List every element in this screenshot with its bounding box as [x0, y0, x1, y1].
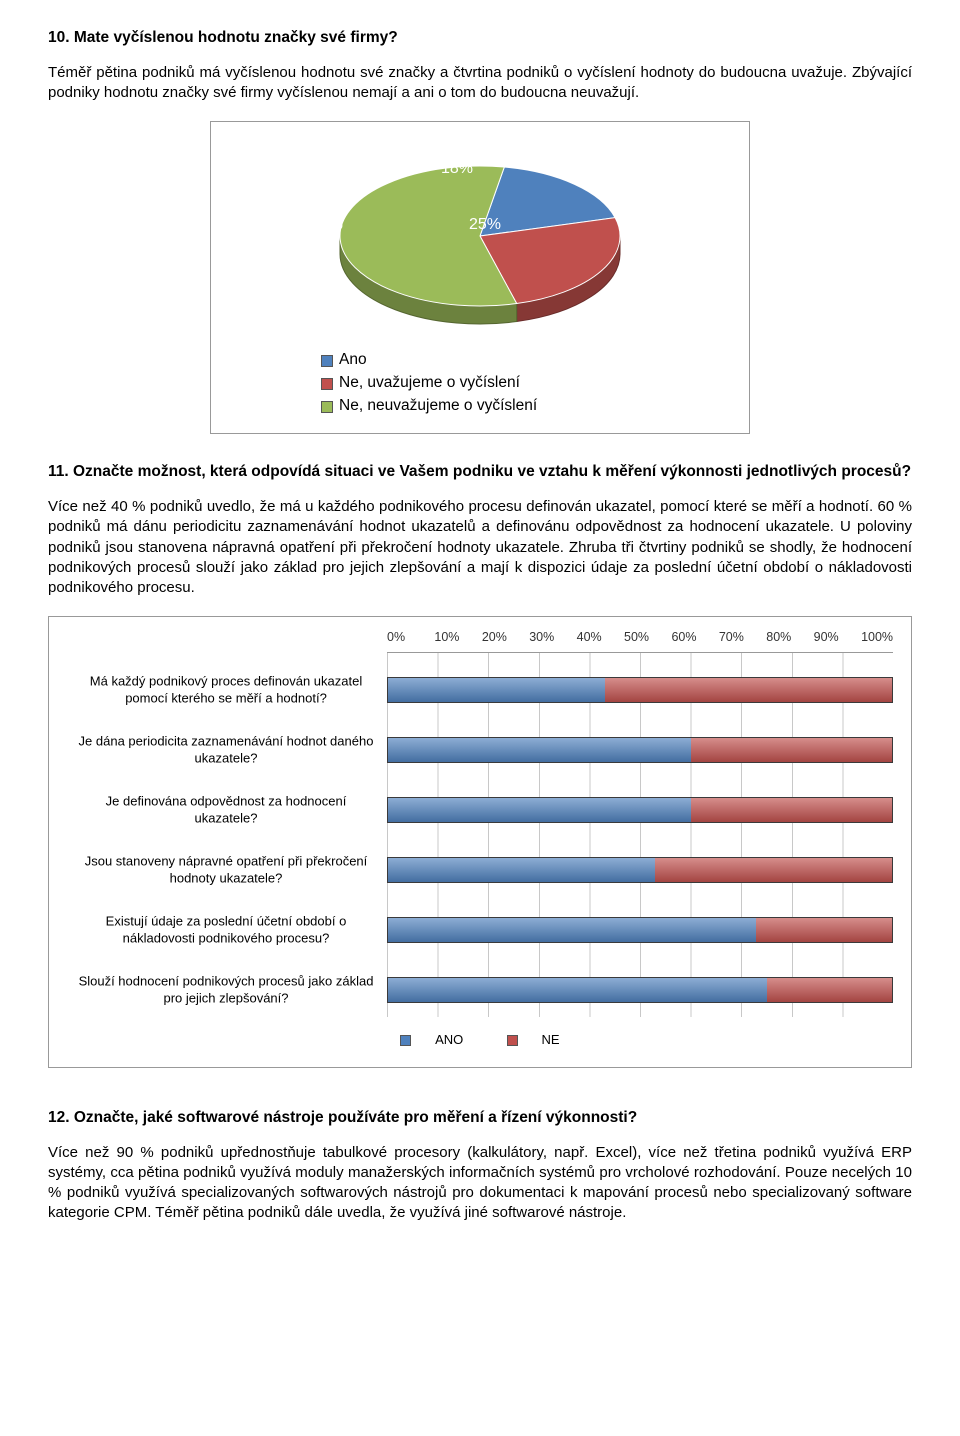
bar-segment-ne [605, 677, 893, 703]
legend-swatch-1 [321, 378, 333, 390]
bar-track [387, 977, 893, 1003]
bar-track [387, 857, 893, 883]
axis-tick: 30% [529, 629, 576, 646]
section-12-paragraph: Více než 90 % podniků upřednostňuje tabu… [48, 1143, 912, 1224]
bar-track [387, 737, 893, 763]
bar-segment-ne [655, 857, 893, 883]
section-11-heading: 11. Označte možnost, která odpovídá situ… [48, 462, 912, 483]
axis-tick: 40% [577, 629, 624, 646]
bar-row: Má každý podnikový proces definován ukaz… [387, 663, 893, 717]
bar-row: Existují údaje za poslední účetní období… [387, 903, 893, 957]
axis-tick: 100% [861, 629, 893, 646]
axis-tick: 80% [766, 629, 813, 646]
legend-item-2: Ne, neuvažujeme o vyčíslení [321, 396, 729, 417]
bar-row: Slouží hodnocení podnikových procesů jak… [387, 963, 893, 1017]
bar-track [387, 677, 893, 703]
section-12-heading: 12. Označte, jaké softwarové nástroje po… [48, 1108, 912, 1129]
legend-label-1: Ne, uvažujeme o vyčíslení [339, 373, 520, 394]
pie-label-1: 25% [469, 214, 501, 236]
axis-tick: 70% [719, 629, 766, 646]
bar-plot: Má každý podnikový proces definován ukaz… [387, 652, 893, 1017]
bar-row-label: Slouží hodnocení podnikových procesů jak… [77, 974, 387, 1007]
bar-row: Jsou stanoveny nápravné opatření při pře… [387, 843, 893, 897]
bar-axis: 0%10%20%30%40%50%60%70%80%90%100% [387, 629, 893, 646]
legend-swatch-0 [321, 355, 333, 367]
bar-row-label: Je dána periodicita zaznamenávání hodnot… [77, 734, 387, 767]
bar-segment-ano [387, 977, 767, 1003]
bar-segment-ne [691, 737, 893, 763]
bar-legend-label-ano: ANO [435, 1032, 463, 1047]
bar-segment-ano [387, 917, 756, 943]
axis-tick: 20% [482, 629, 529, 646]
bar-segment-ne [756, 917, 893, 943]
bar-row: Je definována odpovědnost za hodnocení u… [387, 783, 893, 837]
legend-item-0: Ano [321, 350, 729, 371]
section-10-heading: 10. Mate vyčíslenou hodnotu značky své f… [48, 28, 912, 49]
pie-chart: 18% 25% 57% [231, 136, 729, 346]
legend-item-1: Ne, uvažujeme o vyčíslení [321, 373, 729, 394]
pie-label-0: 18% [441, 158, 473, 180]
legend-label-2: Ne, neuvažujeme o vyčíslení [339, 396, 537, 417]
pie-legend: Ano Ne, uvažujeme o vyčíslení Ne, neuvaž… [321, 350, 729, 417]
bar-segment-ne [767, 977, 894, 1003]
axis-tick: 10% [434, 629, 481, 646]
pie-label-2: 57% [311, 214, 343, 236]
bar-segment-ano [387, 737, 691, 763]
bar-segment-ano [387, 677, 605, 703]
pie-chart-container: 18% 25% 57% Ano Ne, uvažujeme o vyčíslen… [210, 121, 750, 434]
bar-legend-label-ne: NE [541, 1032, 559, 1047]
legend-label-0: Ano [339, 350, 367, 371]
bar-legend-ne: NE [497, 1032, 570, 1047]
bar-chart-container: 0%10%20%30%40%50%60%70%80%90%100% Má kaž… [48, 616, 912, 1067]
pie-svg [300, 141, 660, 341]
bar-legend-ano: ANO [390, 1032, 476, 1047]
section-10-paragraph: Téměř pětina podniků má vyčíslenou hodno… [48, 63, 912, 104]
bar-track [387, 917, 893, 943]
bar-segment-ne [691, 797, 893, 823]
axis-tick: 50% [624, 629, 671, 646]
bar-row-label: Má každý podnikový proces definován ukaz… [77, 674, 387, 707]
bar-legend: ANO NE [67, 1031, 893, 1049]
bar-row-label: Jsou stanoveny nápravné opatření při pře… [77, 854, 387, 887]
axis-tick: 60% [671, 629, 718, 646]
legend-swatch-2 [321, 401, 333, 413]
bar-track [387, 797, 893, 823]
bar-legend-swatch-ano [400, 1035, 411, 1046]
bar-row-label: Je definována odpovědnost za hodnocení u… [77, 794, 387, 827]
bar-segment-ano [387, 857, 655, 883]
axis-tick: 0% [387, 629, 434, 646]
bar-row-label: Existují údaje za poslední účetní období… [77, 914, 387, 947]
section-11-paragraph: Více než 40 % podniků uvedlo, že má u ka… [48, 497, 912, 598]
axis-tick: 90% [814, 629, 861, 646]
bar-row: Je dána periodicita zaznamenávání hodnot… [387, 723, 893, 777]
bar-legend-swatch-ne [507, 1035, 518, 1046]
bar-segment-ano [387, 797, 691, 823]
